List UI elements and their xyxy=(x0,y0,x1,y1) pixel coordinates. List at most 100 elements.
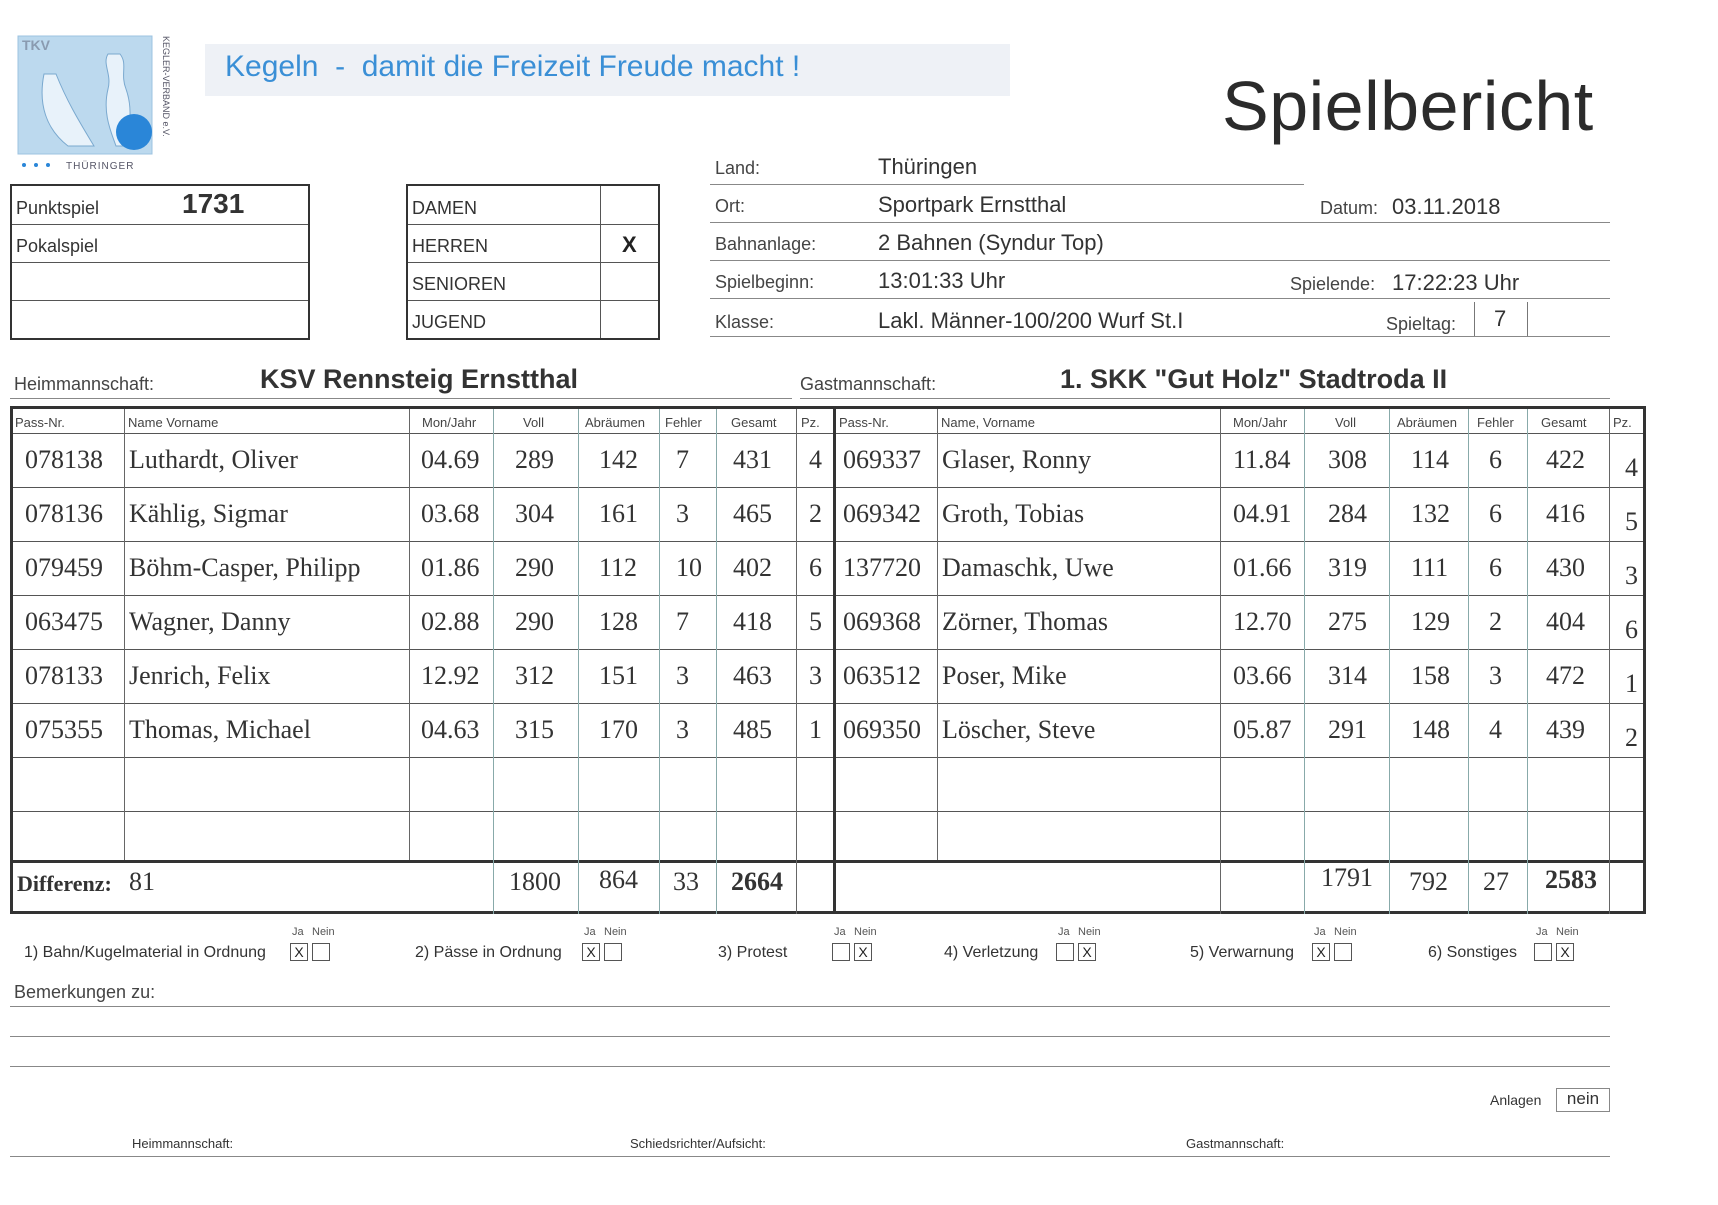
check-nein-box-6[interactable]: X xyxy=(1556,943,1574,961)
home-total-fehler: 33 xyxy=(673,867,699,896)
guest-row-2-gesamt: 416 xyxy=(1546,499,1585,528)
guest-row-4-voll: 275 xyxy=(1328,607,1367,636)
signature-home-label: Heimmannschaft: xyxy=(132,1136,234,1151)
guest-row-6-pass-nr: 069350 xyxy=(843,715,921,744)
guest-row-5-abraeumen: 158 xyxy=(1411,661,1450,690)
guest-row-6-gesamt: 439 xyxy=(1546,715,1585,744)
category-damen: DAMEN xyxy=(412,198,478,218)
klasse-value: Lakl. Männer-100/200 Wurf St.I xyxy=(878,308,1184,333)
guest-row-4-mon-jahr: 12.70 xyxy=(1233,607,1292,636)
guest-row-4-pass-nr: 069368 xyxy=(843,607,921,636)
check-nein-box-5[interactable] xyxy=(1334,943,1352,961)
guest-header-voll: Voll xyxy=(1335,415,1356,430)
guest-row-5-voll: 314 xyxy=(1328,661,1367,690)
check-nein-label-3: Nein xyxy=(854,926,877,938)
home-row-3-pz: 6 xyxy=(809,553,822,582)
check-nein-label-5: Nein xyxy=(1334,926,1357,938)
guest-row-3-fehler: 6 xyxy=(1489,553,1502,582)
home-row-6-gesamt: 485 xyxy=(733,715,772,744)
spieltag-label: Spieltag: xyxy=(1386,314,1457,334)
home-row-5-fehler: 3 xyxy=(676,661,689,690)
svg-text:KEGLER-VERBAND e.V.: KEGLER-VERBAND e.V. xyxy=(161,36,171,137)
guest-row-6-mon-jahr: 05.87 xyxy=(1233,715,1292,744)
check-nein-box-3[interactable]: X xyxy=(854,943,872,961)
home-row-2-name: Kählig, Sigmar xyxy=(129,499,288,528)
check-nein-box-1[interactable] xyxy=(312,943,330,961)
anlagen-value: nein xyxy=(1556,1088,1610,1112)
land-value: Thüringen xyxy=(878,154,978,179)
home-total-voll: 1800 xyxy=(509,867,561,896)
guest-row-2-abraeumen: 132 xyxy=(1411,499,1450,528)
guest-header-name: Name, Vorname xyxy=(941,415,1035,430)
home-row-5-gesamt: 463 xyxy=(733,661,772,690)
check-nein-box-4[interactable]: X xyxy=(1078,943,1096,961)
guest-row-2-pass-nr: 069342 xyxy=(843,499,921,528)
home-row-3-name: Böhm-Casper, Philipp xyxy=(129,553,361,582)
guest-row-1-name: Glaser, Ronny xyxy=(942,445,1092,474)
punktspiel-label: Punktspiel xyxy=(16,198,100,218)
home-row-5-abraeumen: 151 xyxy=(599,661,638,690)
check-nein-label-1: Nein xyxy=(312,926,335,938)
guest-row-1-pass-nr: 069337 xyxy=(843,445,921,474)
guest-row-4-name: Zörner, Thomas xyxy=(942,607,1108,636)
home-row-3-voll: 290 xyxy=(515,553,554,582)
home-row-1-gesamt: 431 xyxy=(733,445,772,474)
check-ja-box-6[interactable] xyxy=(1534,943,1552,961)
home-row-5-mon-jahr: 12.92 xyxy=(421,661,480,690)
guest-row-1-fehler: 6 xyxy=(1489,445,1502,474)
home-row-4-abraeumen: 128 xyxy=(599,607,638,636)
home-team-label: Heimmannschaft: xyxy=(14,374,155,394)
home-row-3-gesamt: 402 xyxy=(733,553,772,582)
remarks-label: Bemerkungen zu: xyxy=(14,982,156,1002)
home-header-pz: Pz. xyxy=(801,415,820,430)
check-ja-box-1[interactable]: X xyxy=(290,943,308,961)
home-row-6-pass-nr: 075355 xyxy=(25,715,103,744)
check-ja-label-1: Ja xyxy=(292,926,304,938)
check-ja-box-2[interactable]: X xyxy=(582,943,600,961)
guest-row-6-abraeumen: 148 xyxy=(1411,715,1450,744)
home-row-1-fehler: 7 xyxy=(676,445,689,474)
guest-row-5-name: Poser, Mike xyxy=(942,661,1067,690)
home-header-gesamt: Gesamt xyxy=(731,415,777,430)
remarks-line-1 xyxy=(10,1006,1610,1007)
guest-row-2-fehler: 6 xyxy=(1489,499,1502,528)
guest-row-2-name: Groth, Tobias xyxy=(942,499,1085,528)
check-ja-box-4[interactable] xyxy=(1056,943,1074,961)
home-row-3-pass-nr: 079459 xyxy=(25,553,103,582)
home-row-6-abraeumen: 170 xyxy=(599,715,638,744)
signature-guest-label: Gastmannschaft: xyxy=(1186,1136,1285,1151)
home-row-4-name: Wagner, Danny xyxy=(129,607,291,636)
tkv-logo: TKV THÜRINGER KEGLER-VERBAND e.V. xyxy=(16,34,172,174)
guest-row-5-pass-nr: 063512 xyxy=(843,661,921,690)
guest-row-3-abraeumen: 111 xyxy=(1411,553,1449,582)
home-row-1-voll: 289 xyxy=(515,445,554,474)
check-label-3: 3) Protest xyxy=(718,944,788,961)
check-ja-box-3[interactable] xyxy=(832,943,850,961)
check-ja-label-3: Ja xyxy=(834,926,846,938)
home-row-6-pz: 1 xyxy=(809,715,822,744)
home-row-4-voll: 290 xyxy=(515,607,554,636)
slogan-bar xyxy=(205,44,1010,96)
check-ja-label-2: Ja xyxy=(584,926,596,938)
remarks-line-3 xyxy=(10,1066,1610,1067)
bahnanlage-value: 2 Bahnen (Syndur Top) xyxy=(878,230,1104,255)
home-row-5-name: Jenrich, Felix xyxy=(129,661,271,690)
guest-row-3-pz: 3 xyxy=(1625,561,1638,590)
guest-row-3-gesamt: 430 xyxy=(1546,553,1585,582)
check-nein-box-2[interactable] xyxy=(604,943,622,961)
guest-header-abraeumen: Abräumen xyxy=(1397,415,1457,430)
guest-row-6-voll: 291 xyxy=(1328,715,1367,744)
guest-header-gesamt: Gesamt xyxy=(1541,415,1587,430)
home-row-1-mon-jahr: 04.69 xyxy=(421,445,480,474)
guest-row-3-mon-jahr: 01.66 xyxy=(1233,553,1292,582)
ort-value: Sportpark Ernstthal xyxy=(878,192,1067,217)
guest-row-3-voll: 319 xyxy=(1328,553,1367,582)
home-row-6-mon-jahr: 04.63 xyxy=(421,715,480,744)
check-ja-box-5[interactable]: X xyxy=(1312,943,1330,961)
home-row-2-fehler: 3 xyxy=(676,499,689,528)
spielbeginn-label: Spielbeginn: xyxy=(715,272,815,292)
home-row-4-pz: 5 xyxy=(809,607,822,636)
guest-row-4-gesamt: 404 xyxy=(1546,607,1585,636)
spielende-value: 17:22:23 Uhr xyxy=(1392,270,1520,295)
guest-row-1-pz: 4 xyxy=(1625,453,1638,482)
